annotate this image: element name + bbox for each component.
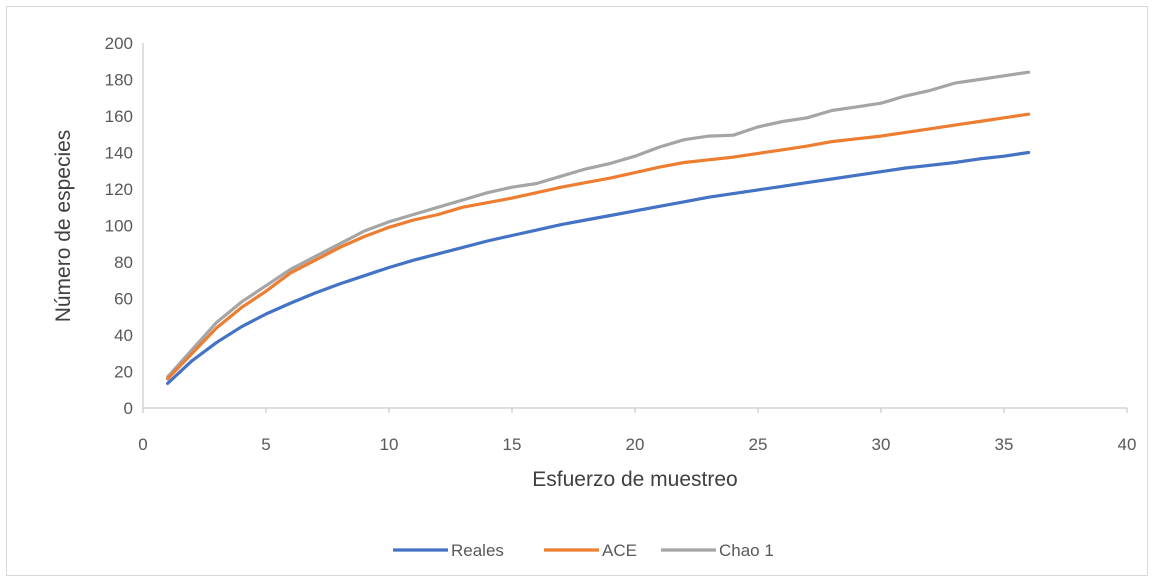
chart-frame (6, 6, 1148, 576)
y-tick-label: 80 (114, 253, 133, 272)
axes (142, 43, 1128, 413)
series-line-reales (166, 150, 1031, 385)
y-tick-label: 60 (114, 290, 133, 309)
y-tick-label: 160 (105, 107, 133, 126)
y-tick-label: 180 (105, 71, 133, 90)
legend-label-ace: ACE (602, 541, 637, 560)
legend-label-reales: Reales (451, 541, 504, 560)
y-tick-label: 100 (105, 217, 133, 236)
y-tick-label: 120 (105, 180, 133, 199)
x-tick-label: 5 (261, 435, 270, 454)
y-tick-label: 200 (105, 34, 133, 53)
series-line-ace (166, 112, 1031, 381)
legend: Reales ACE Chao 1 (393, 541, 774, 560)
series-line-chao-1 (166, 70, 1031, 379)
y-tick-label: 140 (105, 144, 133, 163)
x-tick-label: 0 (138, 435, 147, 454)
series-lines (166, 70, 1031, 385)
x-tick-label: 30 (872, 435, 891, 454)
x-tick-label: 10 (380, 435, 399, 454)
y-tick-label: 40 (114, 326, 133, 345)
x-tick-label: 40 (1118, 435, 1137, 454)
y-axis-title: Número de especies (52, 130, 75, 323)
x-axis-title: Esfuerzo de muestreo (532, 468, 737, 491)
x-tick-label: 20 (626, 435, 645, 454)
x-tick-label: 15 (503, 435, 522, 454)
y-tick-labels: 0 20 40 60 80 100 120 140 160 180 200 (105, 34, 133, 418)
y-tick-label: 0 (124, 399, 133, 418)
y-tick-label: 20 (114, 363, 133, 382)
x-tick-label: 25 (749, 435, 768, 454)
x-tick-labels: 0 5 10 15 20 25 30 35 40 (138, 435, 1136, 454)
x-tick-label: 35 (995, 435, 1014, 454)
legend-label-chao-1: Chao 1 (719, 541, 774, 560)
